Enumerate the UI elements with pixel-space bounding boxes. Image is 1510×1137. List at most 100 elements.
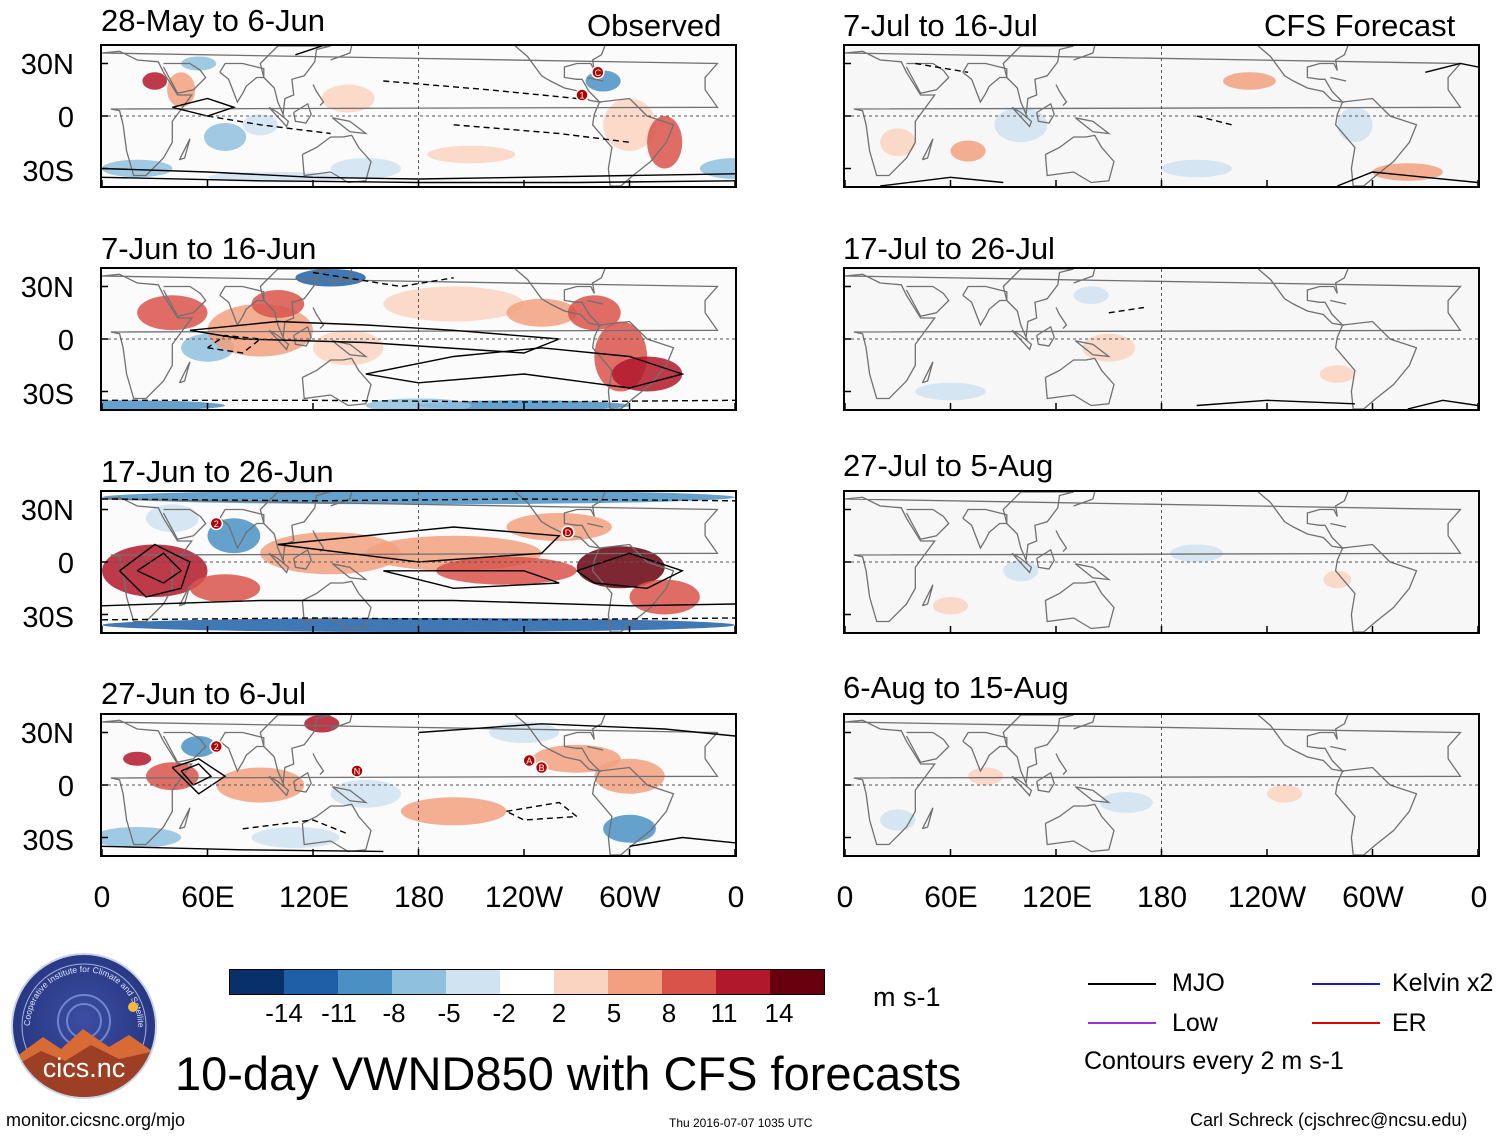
coastline (962, 62, 1008, 104)
mjo-contour (119, 543, 191, 598)
coastline (1036, 325, 1055, 347)
map-panel-forecast-4 (843, 713, 1480, 857)
anomaly-shading (145, 504, 199, 533)
coastline (587, 76, 604, 82)
lon-label: 120W (1227, 881, 1307, 914)
colorbar-swatch (500, 970, 554, 994)
lat-label-eq: 0 (57, 548, 74, 580)
coastline (845, 50, 1462, 177)
colorbar-tick-label: -8 (382, 998, 406, 1028)
colorbar-swatch (608, 970, 662, 994)
coastline (1036, 771, 1055, 793)
colorbar-tick-label: -2 (492, 998, 516, 1028)
coastline (1011, 552, 1033, 574)
lon-label: 60W (599, 881, 661, 914)
anomaly-shading (488, 722, 560, 743)
coastline (259, 715, 331, 786)
legend-label-low: Low (1172, 1009, 1218, 1037)
coastline (1257, 46, 1349, 103)
lat-label-eq: 0 (57, 325, 74, 357)
map-svg: 1C (102, 46, 735, 186)
mjo-contour (880, 176, 1004, 186)
coastline (1330, 522, 1347, 528)
coastline (1044, 357, 1115, 407)
colorbar-tick-label: -11 (321, 998, 357, 1028)
anomaly-shading (102, 827, 182, 848)
coastline (591, 320, 675, 409)
storm-marker (575, 88, 589, 102)
lat-label-30s: 30S (22, 156, 74, 188)
coastline (1002, 492, 1074, 563)
mjo-contour (1108, 306, 1145, 314)
anomaly-shading (1267, 785, 1303, 803)
coastline (301, 803, 372, 853)
mjo-contour (418, 723, 735, 737)
lon-label: 0 (93, 881, 111, 914)
anomaly-shading (915, 382, 986, 401)
coastline (1073, 715, 1096, 730)
coastline (845, 496, 1462, 623)
coastline (162, 731, 207, 764)
logo-text: cics.nc (43, 1053, 126, 1083)
coastline (330, 715, 353, 730)
coastline (1074, 786, 1112, 804)
map-svg (845, 715, 1478, 855)
coastline (591, 97, 675, 186)
storm-marker-label: C (595, 68, 602, 78)
anomaly-shading (203, 123, 247, 151)
coastline (1011, 775, 1033, 797)
colorbar-tick-label: 8 (661, 998, 677, 1028)
map-panel-forecast-1 (843, 44, 1480, 188)
lat-label-eq: 0 (57, 771, 74, 803)
lon-label: 60W (1342, 881, 1404, 914)
mjo-contour (576, 552, 685, 590)
anomaly-shading (932, 597, 969, 615)
lon-label: 0 (727, 881, 745, 914)
legend-line-low (1088, 1022, 1156, 1024)
anomaly-shading (189, 574, 261, 603)
coastline (905, 731, 950, 764)
anomaly-shading (880, 809, 916, 831)
coastline (268, 552, 290, 574)
map-panel-forecast-2 (843, 267, 1480, 411)
coastline (1055, 307, 1068, 329)
colorbar-tick-label: 5 (606, 998, 622, 1028)
legend-label-er: ER (1392, 1009, 1427, 1037)
mjo-contour (312, 271, 454, 288)
mjo-contour (915, 62, 969, 73)
coastline (330, 46, 353, 61)
colorbar-tick-label: 11 (710, 998, 738, 1028)
mjo-contour (242, 819, 349, 835)
coastline (1330, 76, 1347, 82)
anomaly-shading (137, 295, 208, 331)
coastline (1073, 492, 1096, 507)
mjo-contour (136, 552, 183, 584)
anomaly-shading (1170, 544, 1224, 562)
coastline (330, 492, 353, 507)
coastline (591, 543, 675, 632)
panel-title-fc-0: 7-Jul to 16-Jul (843, 8, 1038, 43)
colorbar (229, 969, 825, 995)
colorbar-swatch (770, 970, 824, 994)
anomaly-shading (647, 116, 683, 169)
anomaly-shading (427, 145, 516, 164)
coastline (1036, 548, 1055, 570)
anomaly-shading (383, 286, 524, 322)
figure-title: 10-day VWND850 with CFS forecasts (175, 1047, 962, 1100)
coastline (312, 753, 325, 775)
mjo-contour (102, 498, 735, 502)
mjo-contour (629, 836, 735, 847)
colorbar-tick-label: -5 (437, 998, 461, 1028)
lat-label-30s: 30S (22, 602, 74, 634)
coastline (1002, 46, 1074, 117)
storm-marker (534, 760, 549, 775)
mjo-contour (1337, 171, 1478, 186)
coastline (219, 62, 265, 104)
mjo-contour (1196, 115, 1232, 126)
coastline (587, 522, 604, 528)
logo-ring-text: Cooperative Institute for Climate and Sa… (13, 955, 146, 1028)
map-svg (845, 46, 1478, 186)
storm-marker-label: 1 (580, 91, 585, 101)
anomaly-shading (1372, 163, 1443, 181)
anomaly-shading (1223, 72, 1276, 90)
